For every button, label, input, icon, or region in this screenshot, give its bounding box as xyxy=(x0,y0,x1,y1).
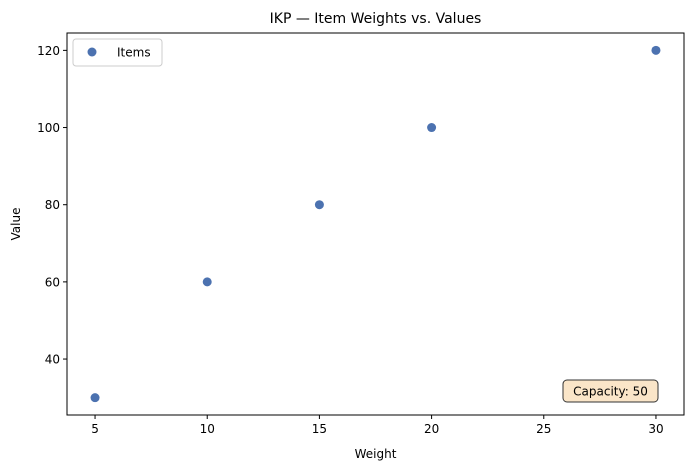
y-tick-label: 60 xyxy=(45,275,60,289)
data-points xyxy=(90,45,661,403)
y-tick-label: 100 xyxy=(37,121,60,135)
x-tick-label: 15 xyxy=(312,422,327,436)
legend: Items xyxy=(72,38,163,67)
data-point xyxy=(427,123,437,133)
plot-frame xyxy=(66,32,685,416)
x-tick-label: 30 xyxy=(648,422,663,436)
x-tick-label: 10 xyxy=(200,422,215,436)
annotation-box xyxy=(562,379,659,403)
legend-marker xyxy=(87,47,97,57)
x-axis-label: Weight xyxy=(355,447,397,461)
capacity-annotation: Capacity: 50 xyxy=(562,379,659,403)
x-tick-label: 5 xyxy=(91,422,99,436)
legend-box xyxy=(72,38,163,67)
axis-ticks: 5 10 15 20 25 30 40 60 80 100 120 xyxy=(37,44,664,436)
legend-label: Items xyxy=(117,46,151,60)
data-point xyxy=(90,393,100,403)
data-point xyxy=(202,277,212,287)
annotation-text: Capacity: 50 xyxy=(573,385,648,399)
plot-area xyxy=(67,33,684,415)
data-point xyxy=(651,45,661,55)
x-tick-label: 20 xyxy=(424,422,439,436)
y-tick-label: 40 xyxy=(45,353,60,367)
data-point xyxy=(314,200,324,210)
y-tick-label: 80 xyxy=(45,198,60,212)
chart-title: IKP — Item Weights vs. Values xyxy=(270,11,482,27)
y-tick-label: 120 xyxy=(37,44,60,58)
x-tick-label: 25 xyxy=(536,422,551,436)
y-axis-label: Value xyxy=(9,208,23,241)
